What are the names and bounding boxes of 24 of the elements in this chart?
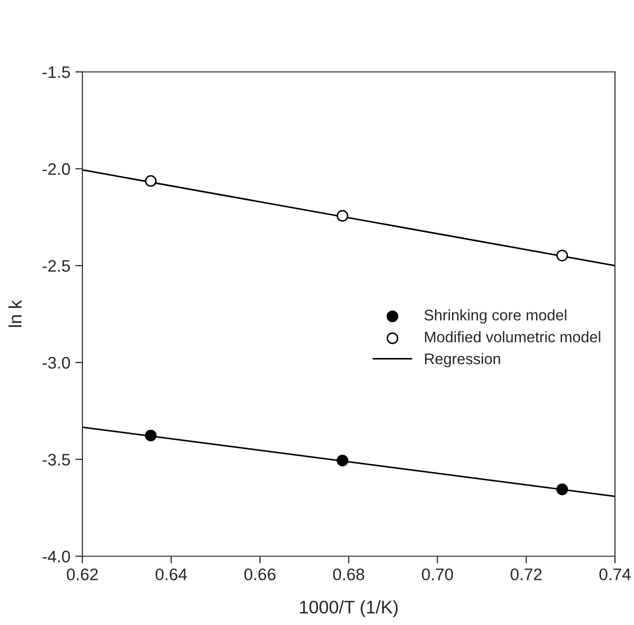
x-axis-title: 1000/T (1/K) bbox=[300, 600, 398, 618]
x-tick-label: 0.62 bbox=[66, 568, 98, 580]
y-tick-label: -3.5 bbox=[42, 454, 70, 466]
point bbox=[144, 175, 157, 187]
point bbox=[336, 210, 348, 222]
y-tick-label: -4.0 bbox=[42, 550, 70, 562]
y-tick-label: -3.0 bbox=[42, 356, 70, 369]
point bbox=[336, 454, 348, 466]
x-tick-label: 0.70 bbox=[422, 568, 454, 580]
x-tick-label: 0.68 bbox=[333, 568, 364, 580]
x-tick-label: 0.74 bbox=[599, 568, 631, 580]
point bbox=[556, 250, 568, 262]
legend-label: Regression bbox=[425, 353, 500, 368]
point bbox=[556, 484, 568, 496]
y-tick-label: -2.0 bbox=[42, 163, 70, 175]
x-tick-label: 0.66 bbox=[244, 568, 276, 580]
x-tick-label: 0.72 bbox=[510, 568, 542, 580]
y-axis-title: ln k bbox=[8, 300, 22, 327]
y-tick-label: -2.5 bbox=[42, 260, 70, 272]
point bbox=[144, 430, 157, 442]
legend-label: Shrinking core model bbox=[424, 309, 566, 324]
legend-label: Modified volumetric model bbox=[425, 331, 600, 342]
x-tick-label: 0.64 bbox=[156, 568, 187, 580]
y-tick-label: -1.5 bbox=[42, 66, 70, 78]
